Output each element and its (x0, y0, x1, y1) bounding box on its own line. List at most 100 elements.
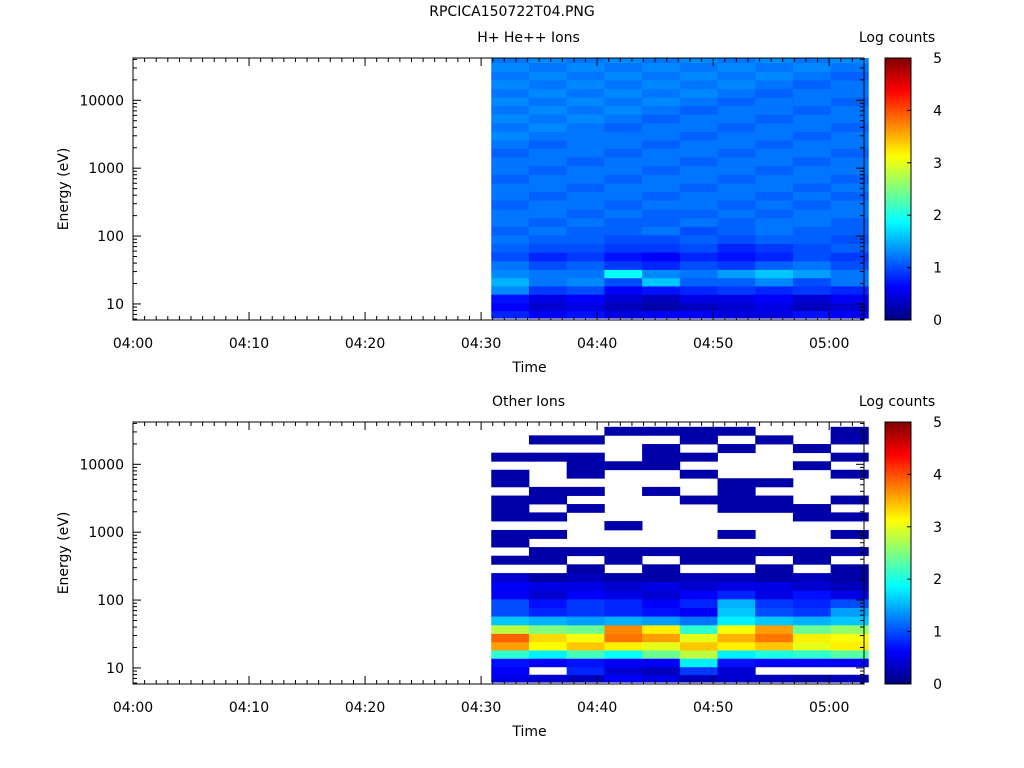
heatmap-cell (566, 209, 605, 219)
heatmap-cell (566, 616, 605, 626)
heatmap-cell (604, 209, 643, 219)
heatmap-cell (830, 234, 869, 244)
heatmap-cell (491, 252, 530, 262)
heatmap-cell (679, 58, 718, 64)
heatmap-cell (566, 598, 605, 608)
colorbar-tick-label: 0 (933, 313, 942, 329)
heatmap-cell (566, 114, 605, 124)
y-axis-label: Energy (eV) (56, 148, 72, 231)
heatmap-cell (792, 633, 832, 643)
heatmap-cell (755, 590, 794, 600)
heatmap-cell (491, 650, 530, 659)
heatmap-cell (491, 529, 530, 539)
heatmap-cell (604, 461, 643, 471)
heatmap-cell (830, 598, 869, 608)
y-tick-label: 100 (97, 229, 124, 245)
colorbar-tick-label: 5 (933, 415, 942, 431)
heatmap-cell (755, 607, 794, 617)
heatmap-cell (642, 148, 681, 158)
heatmap-cell (830, 80, 869, 90)
heatmap-cell (604, 200, 643, 210)
heatmap-cell (566, 148, 605, 158)
heatmap-cell (604, 674, 643, 683)
heatmap-cell (830, 191, 869, 201)
heatmap-cell (679, 200, 718, 210)
heatmap-cell (755, 114, 794, 124)
heatmap-cell (830, 616, 869, 626)
heatmap-cell (528, 269, 568, 279)
heatmap-cell (755, 80, 794, 90)
heatmap-cell (604, 616, 643, 626)
heatmap-cell (792, 598, 832, 608)
heatmap-cell (566, 200, 605, 210)
heatmap-cell (604, 521, 643, 531)
heatmap-cell (642, 269, 681, 279)
heatmap-cell (528, 191, 568, 201)
heatmap-cell (830, 286, 869, 295)
heatmap-cell (642, 157, 681, 167)
heatmap-cell (792, 88, 832, 98)
heatmap-cell (679, 641, 718, 651)
heatmap-cell (566, 252, 605, 262)
heatmap-cell (642, 573, 681, 583)
heatmap-cell (679, 269, 718, 279)
heatmap-cell (491, 633, 530, 643)
heatmap-cell (830, 260, 869, 270)
heatmap-cell (717, 131, 756, 141)
heatmap-cell (642, 183, 681, 193)
heatmap-cell (679, 131, 718, 141)
colorbar-tick-label: 2 (933, 208, 942, 224)
heatmap-cell (755, 598, 794, 608)
heatmap-cell (792, 62, 832, 72)
heatmap-cell (755, 616, 794, 626)
heatmap-cell (717, 624, 756, 634)
heatmap-cell (717, 71, 756, 81)
y-tick-label: 100 (97, 593, 124, 609)
heatmap-cell (604, 114, 643, 124)
colorbar-tick-label: 3 (933, 520, 942, 536)
heatmap-cell (491, 294, 530, 304)
heatmap-cell (528, 114, 568, 124)
heatmap-cell (491, 97, 530, 107)
heatmap-cell (566, 234, 605, 244)
heatmap-cell (755, 58, 794, 64)
heatmap-cell (604, 183, 643, 193)
heatmap-cell (717, 165, 756, 175)
heatmap-cell (717, 495, 756, 505)
heatmap-cell (717, 174, 756, 184)
heatmap-cell (792, 114, 832, 124)
heatmap-cell (717, 504, 756, 513)
heatmap-cell (604, 165, 643, 175)
heatmap-cell (679, 183, 718, 193)
heatmap-cell (566, 607, 605, 617)
heatmap-cell (491, 658, 530, 668)
heatmap-cell (679, 495, 718, 505)
heatmap-cell (566, 131, 605, 141)
heatmap-cell (792, 105, 832, 115)
heatmap-cell (604, 234, 643, 244)
heatmap-cell (491, 234, 530, 244)
heatmap-cell (604, 157, 643, 167)
colorbar-tick-label: 4 (933, 103, 942, 119)
heatmap-cell (604, 174, 643, 184)
heatmap-cell (528, 581, 568, 591)
heatmap-cell (792, 131, 832, 141)
heatmap-cell (528, 486, 568, 496)
y-tick-label: 10 (106, 661, 124, 677)
heatmap-cell (792, 294, 832, 304)
heatmap-cell (528, 122, 568, 132)
heatmap-cell (566, 140, 605, 149)
heatmap-cell (755, 191, 794, 201)
heatmap-cell (604, 252, 643, 262)
heatmap-cell (528, 183, 568, 193)
heatmap-cell (717, 674, 756, 683)
heatmap-cell (642, 131, 681, 141)
colorbar-tick-label: 5 (933, 51, 942, 67)
heatmap-cell (830, 581, 869, 591)
heatmap-cell (566, 564, 605, 574)
heatmap-cell (491, 183, 530, 193)
heatmap-cell (566, 461, 605, 471)
heatmap-cell (491, 277, 530, 287)
heatmap-cell (528, 495, 568, 505)
heatmap-cell (679, 598, 718, 608)
